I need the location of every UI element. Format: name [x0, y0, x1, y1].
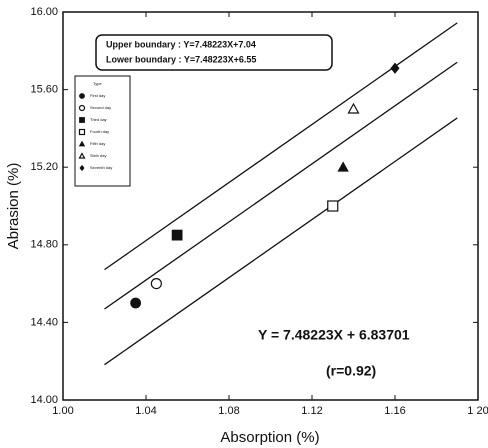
- x-tick-label: 1.12: [301, 405, 322, 417]
- y-tick-label: 14.00: [30, 394, 58, 406]
- x-tick-label: 1 20: [467, 405, 488, 417]
- point: [390, 62, 400, 74]
- legend-label: Third day: [90, 117, 107, 122]
- legend-marker: [78, 128, 86, 136]
- y-tick-label: 15.20: [30, 161, 58, 173]
- regression-line: [104, 117, 458, 366]
- legend-label: Sixth day: [90, 153, 106, 158]
- annotation: Upper boundary : Y=7.48223X+7.04: [106, 39, 256, 49]
- point: [171, 229, 183, 241]
- legend-marker: [78, 152, 86, 159]
- legend-label: Seventh day: [90, 165, 112, 170]
- legend-label: Fourth day: [90, 129, 109, 134]
- y-axis-label: Abrasion (%): [5, 163, 22, 250]
- annotation: Lower boundary : Y=7.48223X+6.55: [106, 54, 256, 64]
- legend-label: Second day: [90, 105, 111, 110]
- plot-frame: [62, 11, 479, 401]
- annotation: Y = 7.48223X + 6.83701: [258, 327, 410, 343]
- y-tick-label: 16.00: [30, 6, 58, 18]
- boundary-box: [95, 34, 333, 71]
- legend-title: Type: [93, 81, 102, 86]
- y-tick-label: 15.60: [30, 84, 58, 96]
- legend-marker: [79, 164, 85, 172]
- x-axis-label: Absorption (%): [220, 429, 319, 446]
- x-tick-label: 1.08: [218, 405, 239, 417]
- x-tick-label: 1.04: [135, 405, 156, 417]
- y-tick-label: 14.40: [30, 316, 58, 328]
- legend-marker: [78, 140, 86, 147]
- regression-line: [104, 22, 458, 271]
- x-tick-label: 1.16: [384, 405, 405, 417]
- point: [130, 297, 142, 309]
- y-tick-label: 14.80: [30, 239, 58, 251]
- point: [327, 200, 339, 212]
- legend-label: First day: [90, 93, 105, 98]
- legend-marker: [78, 104, 86, 112]
- point: [337, 161, 349, 172]
- point: [347, 102, 360, 114]
- x-tick-label: 1.00: [52, 405, 73, 417]
- point: [150, 278, 162, 290]
- legend-marker: [79, 93, 85, 99]
- legend-marker: [79, 117, 85, 123]
- legend-label: Fifth day: [90, 141, 105, 146]
- regression-line: [104, 61, 458, 310]
- annotation: (r=0.92): [326, 363, 376, 379]
